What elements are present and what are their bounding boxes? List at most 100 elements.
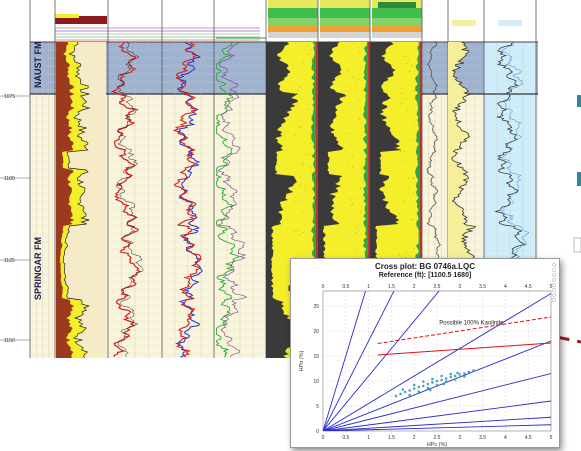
data-point	[431, 377, 434, 381]
sand-dot	[350, 133, 352, 135]
header-pale-yellow	[452, 20, 476, 26]
sand-dot	[351, 204, 352, 206]
sand-dot	[413, 248, 415, 250]
litho-header-orange-1	[320, 26, 370, 32]
x-tick-label-top: 4	[504, 284, 507, 290]
sand-dot	[363, 187, 364, 188]
sand-dot	[347, 71, 349, 72]
data-point	[463, 375, 466, 378]
sand-dot	[298, 200, 300, 201]
sand-dot	[350, 144, 352, 146]
litho-shale-fill	[318, 42, 350, 358]
edge-box-2	[577, 172, 581, 186]
x-axis-label: HPc (%)	[427, 442, 448, 447]
sand-dot	[416, 138, 418, 139]
sand-dot	[405, 56, 406, 58]
window-control-dot	[552, 273, 556, 277]
sand-dot	[295, 197, 297, 198]
data-point	[426, 386, 430, 390]
data-point	[449, 375, 452, 379]
reference-line-5	[323, 373, 551, 431]
sand-dot	[296, 89, 298, 91]
sand-dot	[404, 54, 406, 56]
sand-dot	[403, 98, 405, 99]
x-tick-label: 5	[550, 435, 553, 441]
sand-dot	[401, 92, 402, 94]
sand-dot	[294, 200, 296, 202]
sand-dot	[353, 218, 355, 220]
sand-dot	[358, 229, 360, 231]
crossplot-chart: 000.50.5111.51.5222.52.5333.53.5444.54.5…	[299, 263, 556, 447]
sand-dot	[298, 234, 300, 236]
sand-dot	[313, 166, 315, 168]
crossplot-subtitle: Reference (ft): [1100.5 1680]	[378, 272, 472, 279]
sand-dot	[355, 249, 357, 251]
data-point	[472, 369, 475, 372]
crossplot-window[interactable]: Cross plot: BG 0746a.LQC Reference (ft):…	[290, 258, 560, 448]
data-point	[435, 379, 439, 383]
sand-dot	[310, 132, 311, 134]
sand-dot	[366, 217, 368, 219]
reference-line-3	[323, 293, 551, 431]
window-control-dot	[552, 278, 556, 282]
x-tick-label: 4.5	[525, 435, 532, 441]
sand-dot	[349, 198, 351, 200]
sand-dot	[407, 178, 409, 180]
sand-dot	[413, 192, 414, 194]
sand-dot	[365, 84, 367, 86]
sand-dot	[355, 86, 357, 87]
window-control-dot	[552, 288, 556, 292]
sand-dot	[366, 98, 368, 99]
sand-dot	[300, 126, 302, 127]
x-tick-label: 1	[367, 435, 370, 441]
sand-dot	[352, 156, 354, 158]
sand-dot	[407, 60, 409, 62]
sand-dot	[313, 240, 315, 242]
sand-dot	[296, 93, 297, 94]
reference-line-6	[323, 400, 551, 431]
data-point	[458, 373, 462, 376]
litho-shale-fill	[266, 42, 298, 358]
sand-dot	[306, 109, 308, 111]
sand-dot	[406, 110, 408, 111]
sand-dot	[348, 86, 350, 88]
sand-dot	[304, 185, 305, 187]
litho-header-lgreen-1	[320, 18, 370, 26]
data-point	[440, 378, 443, 382]
sand-dot	[310, 49, 311, 51]
sand-dot	[308, 53, 309, 55]
data-point	[440, 374, 443, 378]
annotation-kaolinite: Possible 100% Kaolinite	[439, 321, 504, 327]
gr-clay-fill	[56, 42, 75, 358]
x-tick-label: 0.5	[342, 435, 349, 441]
sand-dot	[301, 161, 303, 163]
sand-dot	[413, 178, 414, 180]
sand-dot	[356, 232, 357, 234]
x-tick-label: 4	[504, 435, 507, 441]
data-point	[453, 374, 457, 378]
crossplot-title: Cross plot: BG 0746a.LQC	[374, 262, 476, 271]
litho-header-grey-1	[320, 32, 370, 38]
window-control-dot	[552, 283, 556, 287]
data-point	[426, 382, 430, 386]
sand-dot	[311, 56, 313, 58]
sand-dot	[314, 44, 316, 46]
sand-dot	[400, 150, 402, 152]
sand-dot	[409, 71, 410, 73]
sand-dot	[352, 202, 354, 204]
x-tick-label-top: 2	[413, 284, 416, 290]
litho-header-orange-2	[372, 26, 422, 32]
data-point	[417, 385, 421, 389]
x-tick-label-top: 1.5	[388, 284, 395, 290]
x-tick-label: 1.5	[388, 435, 395, 441]
litho-right-edge	[316, 42, 318, 358]
reference-line-7	[323, 416, 551, 431]
sand-dot	[352, 166, 354, 168]
litho-header-orange-0	[268, 26, 318, 32]
sand-dot	[398, 212, 400, 214]
sand-dot	[414, 125, 416, 126]
data-point	[428, 388, 432, 392]
depth-label: 1075	[4, 94, 15, 100]
sand-dot	[354, 199, 356, 201]
y-tick-label: 0	[316, 429, 319, 435]
